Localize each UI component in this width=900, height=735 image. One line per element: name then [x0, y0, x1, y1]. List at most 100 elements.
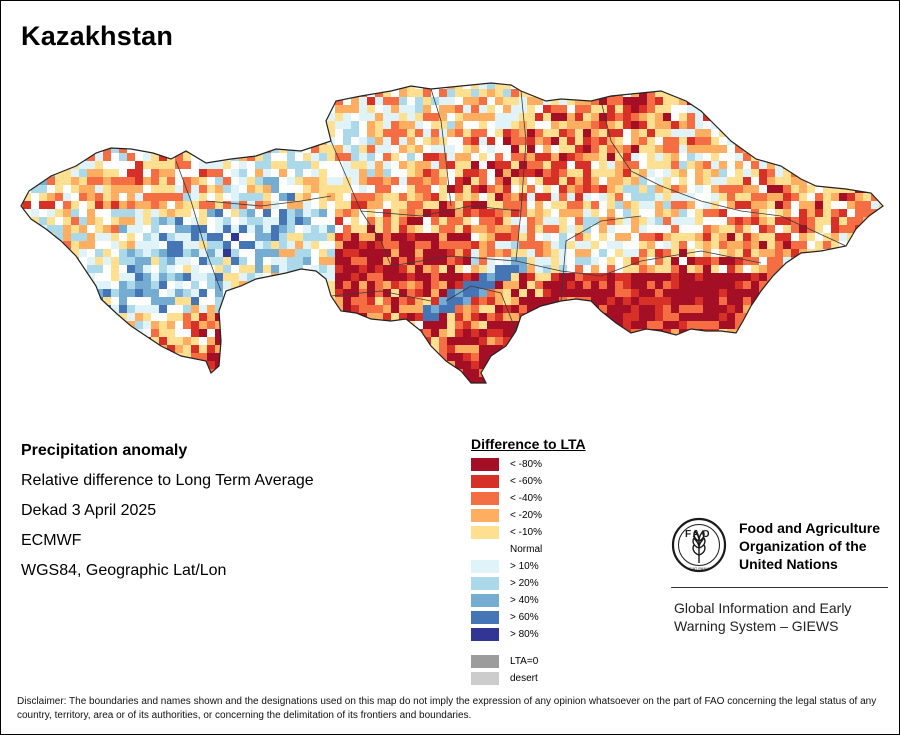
- anomaly-cell: [21, 353, 23, 361]
- anomaly-cell: [831, 257, 839, 265]
- anomaly-cell: [535, 289, 543, 297]
- anomaly-cell: [359, 377, 367, 383]
- anomaly-cell: [879, 97, 883, 105]
- anomaly-cell: [543, 153, 551, 161]
- anomaly-cell: [655, 313, 663, 321]
- anomaly-cell: [447, 129, 455, 137]
- anomaly-cell: [247, 337, 255, 345]
- anomaly-cell: [375, 257, 383, 265]
- anomaly-cell: [751, 169, 759, 177]
- anomaly-cell: [271, 83, 279, 89]
- anomaly-cell: [663, 257, 671, 265]
- anomaly-cell: [503, 361, 511, 369]
- anomaly-cell: [255, 369, 263, 377]
- anomaly-cell: [639, 153, 647, 161]
- anomaly-cell: [215, 153, 223, 161]
- anomaly-cell: [743, 329, 751, 337]
- anomaly-cell: [55, 113, 63, 121]
- anomaly-cell: [391, 201, 399, 209]
- anomaly-cell: [519, 83, 527, 89]
- anomaly-cell: [383, 225, 391, 233]
- anomaly-cell: [295, 289, 303, 297]
- anomaly-cell: [215, 83, 223, 89]
- anomaly-cell: [631, 233, 639, 241]
- anomaly-cell: [855, 129, 863, 137]
- anomaly-cell: [167, 113, 175, 121]
- anomaly-cell: [21, 321, 23, 329]
- anomaly-cell: [815, 321, 823, 329]
- anomaly-cell: [119, 241, 127, 249]
- anomaly-cell: [695, 233, 703, 241]
- anomaly-cell: [287, 361, 295, 369]
- anomaly-cell: [63, 169, 71, 177]
- anomaly-cell: [271, 113, 279, 121]
- anomaly-cell: [551, 145, 559, 153]
- anomaly-cell: [375, 225, 383, 233]
- anomaly-cell: [479, 249, 487, 257]
- anomaly-cell: [751, 193, 759, 201]
- anomaly-cell: [599, 281, 607, 289]
- anomaly-cell: [719, 361, 727, 369]
- anomaly-cell: [247, 313, 255, 321]
- anomaly-cell: [87, 209, 95, 217]
- anomaly-cell: [287, 289, 295, 297]
- anomaly-cell: [31, 83, 39, 89]
- anomaly-cell: [847, 225, 855, 233]
- anomaly-cell: [767, 145, 775, 153]
- anomaly-cell: [695, 201, 703, 209]
- anomaly-cell: [407, 137, 415, 145]
- anomaly-cell: [855, 169, 863, 177]
- anomaly-cell: [207, 169, 215, 177]
- anomaly-cell: [359, 321, 367, 329]
- anomaly-cell: [751, 329, 759, 337]
- anomaly-cell: [39, 321, 47, 329]
- anomaly-cell: [815, 265, 823, 273]
- anomaly-cell: [279, 361, 287, 369]
- anomaly-cell: [743, 153, 751, 161]
- anomaly-cell: [831, 233, 839, 241]
- anomaly-cell: [671, 265, 679, 273]
- anomaly-cell: [399, 241, 407, 249]
- anomaly-cell: [119, 129, 127, 137]
- anomaly-cell: [191, 137, 199, 145]
- anomaly-cell: [647, 345, 655, 353]
- anomaly-cell: [583, 193, 591, 201]
- anomaly-cell: [319, 97, 327, 105]
- anomaly-cell: [527, 257, 535, 265]
- anomaly-cell: [271, 89, 279, 97]
- anomaly-cell: [527, 321, 535, 329]
- anomaly-cell: [391, 257, 399, 265]
- anomaly-cell: [647, 113, 655, 121]
- anomaly-cell: [519, 249, 527, 257]
- anomaly-cell: [551, 273, 559, 281]
- anomaly-cell: [471, 105, 479, 113]
- anomaly-cell: [391, 129, 399, 137]
- anomaly-cell: [535, 217, 543, 225]
- anomaly-cell: [823, 257, 831, 265]
- anomaly-cell: [287, 121, 295, 129]
- anomaly-cell: [447, 329, 455, 337]
- anomaly-cell: [119, 185, 127, 193]
- anomaly-cell: [607, 225, 615, 233]
- anomaly-cell: [519, 369, 527, 377]
- anomaly-cell: [455, 241, 463, 249]
- anomaly-cell: [639, 97, 647, 105]
- anomaly-cell: [23, 313, 31, 321]
- anomaly-cell: [367, 137, 375, 145]
- anomaly-cell: [687, 377, 695, 383]
- anomaly-cell: [639, 169, 647, 177]
- anomaly-cell: [207, 329, 215, 337]
- anomaly-cell: [239, 145, 247, 153]
- anomaly-cell: [87, 83, 95, 89]
- anomaly-cell: [639, 337, 647, 345]
- anomaly-cell: [543, 233, 551, 241]
- legend-item-lta-zero: LTA=0: [471, 653, 631, 670]
- anomaly-cell: [887, 145, 895, 153]
- anomaly-cell: [719, 233, 727, 241]
- anomaly-cell: [575, 329, 583, 337]
- anomaly-cell: [679, 369, 687, 377]
- anomaly-cell: [575, 313, 583, 321]
- anomaly-cell: [879, 385, 887, 393]
- anomaly-cell: [431, 201, 439, 209]
- anomaly-cell: [831, 201, 839, 209]
